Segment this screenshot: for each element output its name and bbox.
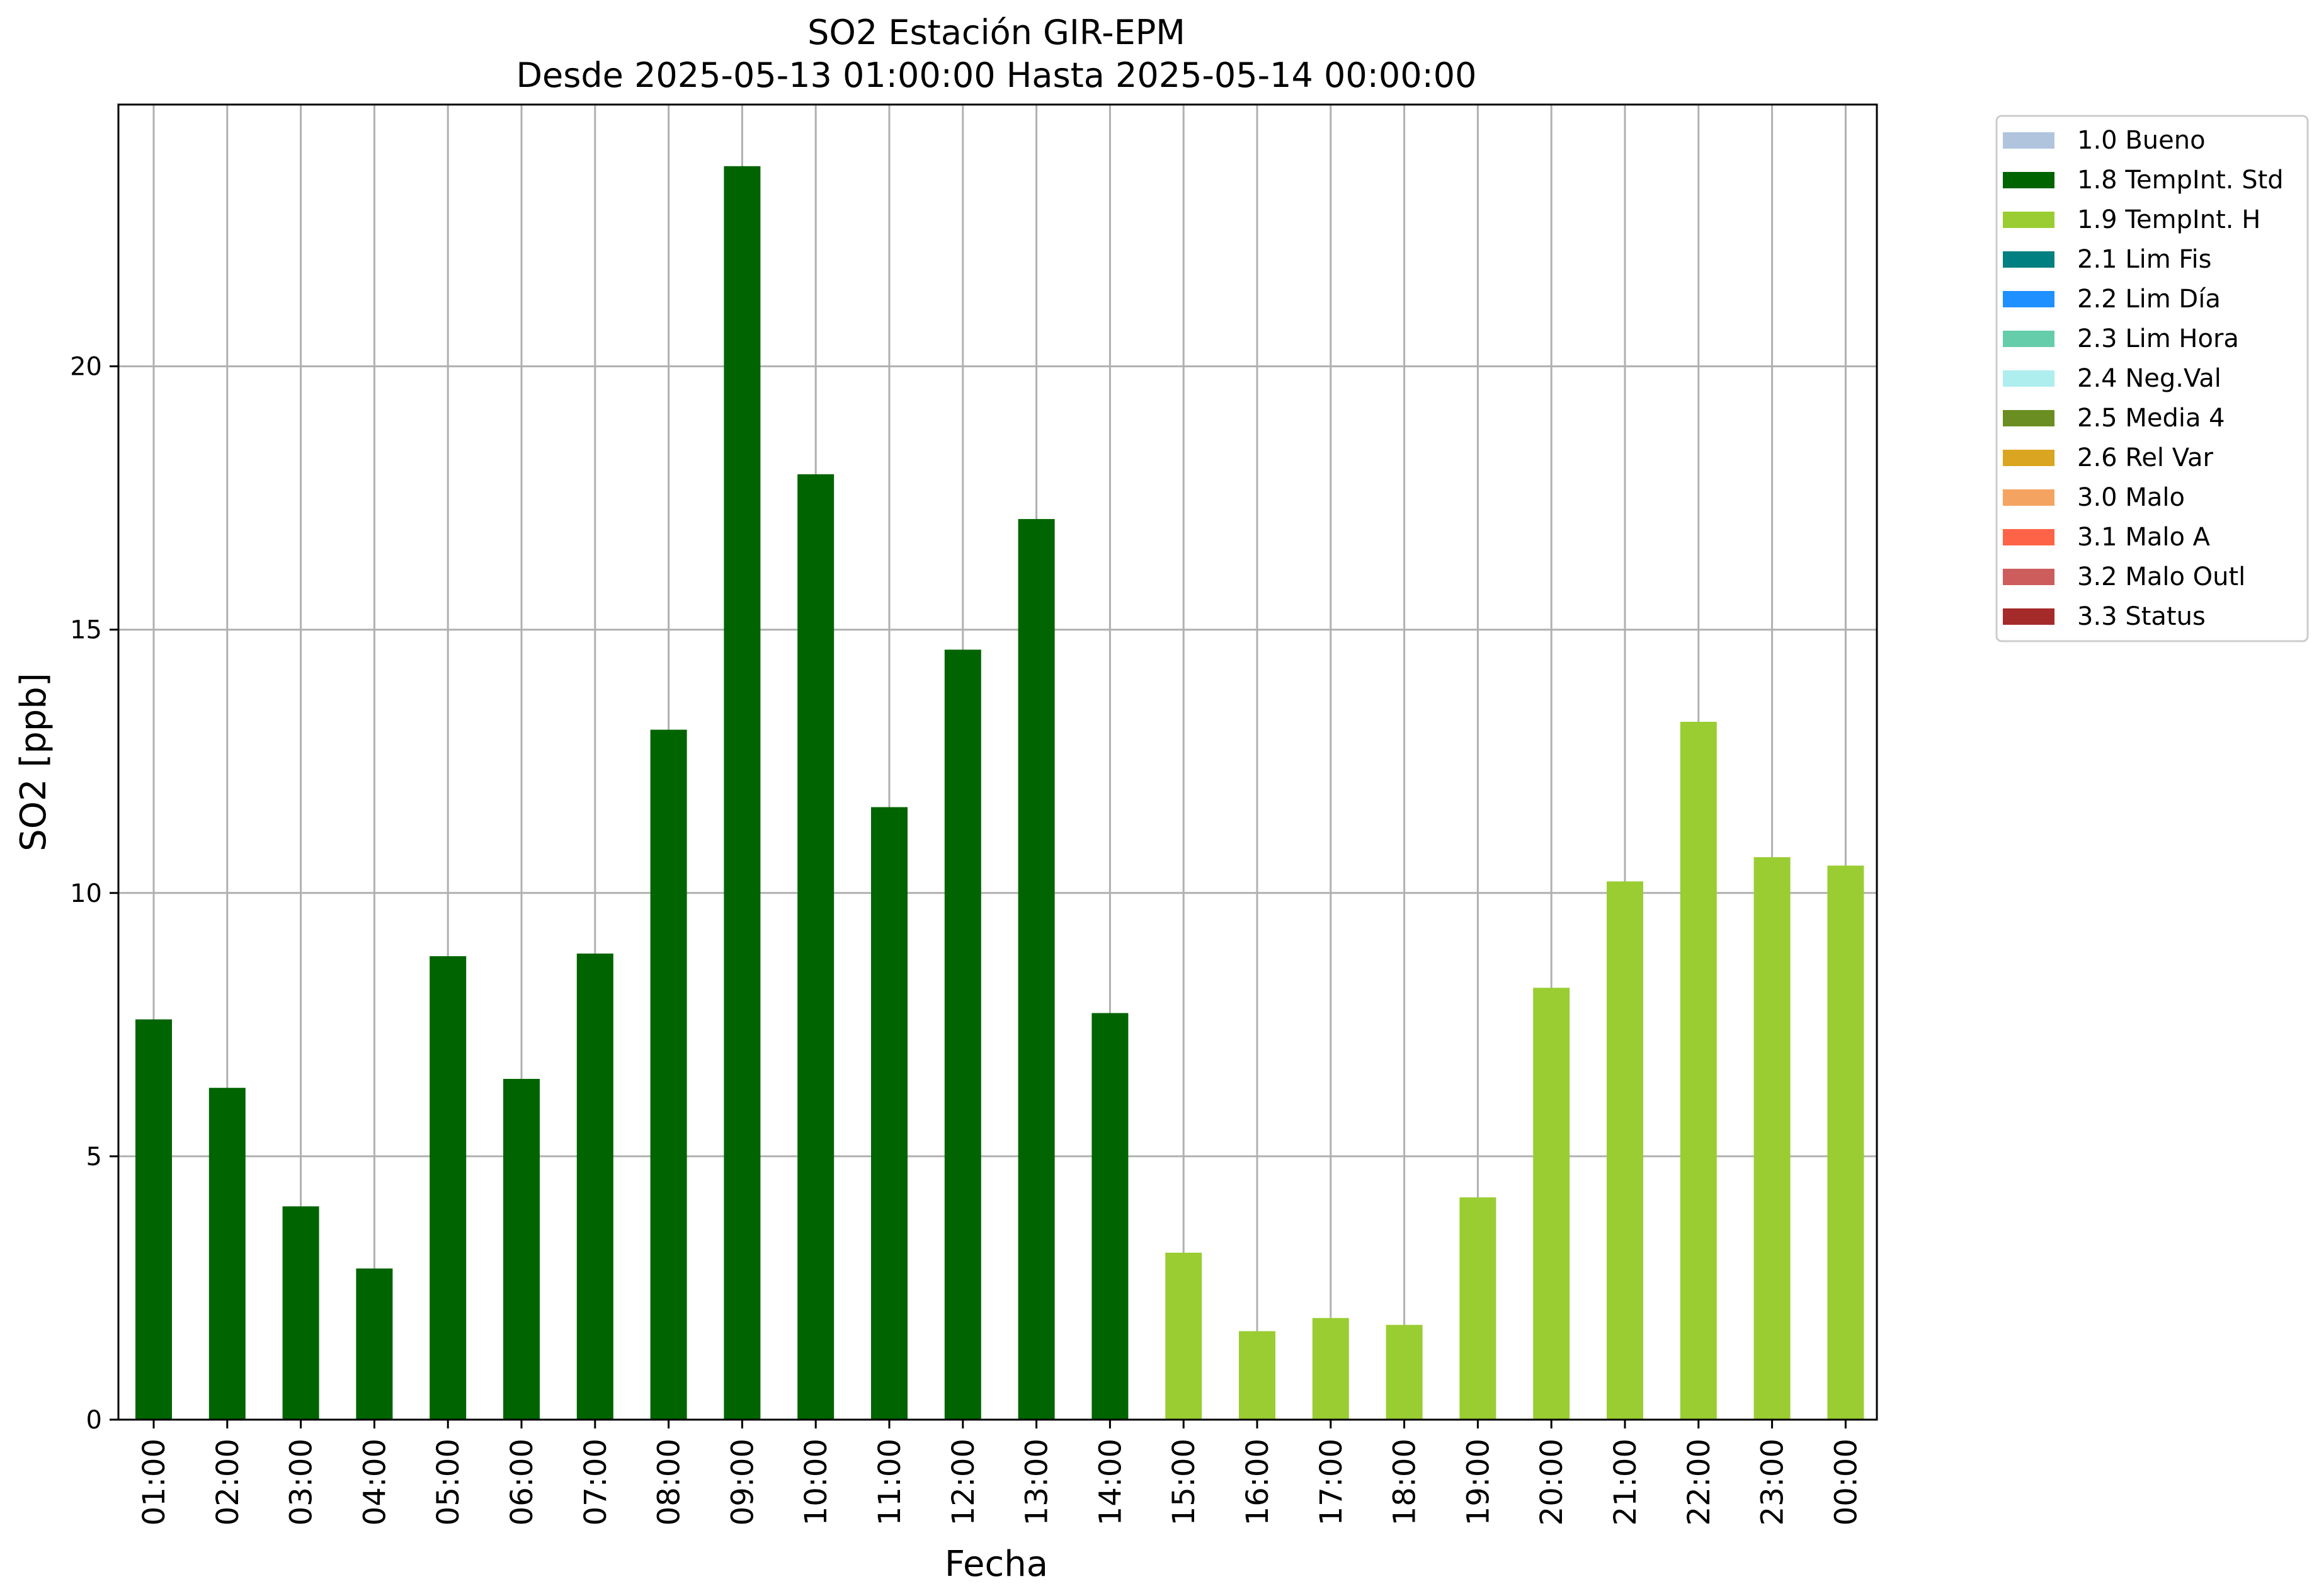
y-tick-label: 15	[70, 616, 102, 645]
y-axis-title: SO2 [ppb]	[13, 673, 54, 851]
x-tick-label: 03:00	[284, 1439, 319, 1525]
x-tick-label: 09:00	[725, 1439, 760, 1525]
bar-1700	[1312, 1318, 1349, 1420]
chart-subtitle: Desde 2025-05-13 01:00:00 Hasta 2025-05-…	[516, 55, 1476, 95]
legend-label: 2.1 Lim Fis	[2077, 245, 2211, 274]
bar-0600	[503, 1078, 540, 1420]
legend-label: 1.9 TempInt. H	[2077, 205, 2260, 234]
legend-label: 2.2 Lim Día	[2077, 285, 2221, 314]
legend-label: 3.3 Status	[2077, 602, 2206, 631]
x-tick-label: 17:00	[1314, 1439, 1349, 1525]
legend-swatch	[2003, 212, 2054, 228]
legend-swatch	[2003, 489, 2054, 506]
x-tick-label: 21:00	[1608, 1439, 1643, 1525]
x-axis-title: Fecha	[945, 1544, 1048, 1585]
bar-2100	[1607, 881, 1643, 1420]
legend-label: 3.1 Malo A	[2077, 523, 2211, 552]
legend-label: 2.3 Lim Hora	[2077, 324, 2239, 353]
bar-1500	[1165, 1252, 1202, 1420]
legend-swatch	[2003, 251, 2054, 268]
legend-swatch	[2003, 172, 2054, 188]
legend-label: 2.6 Rel Var	[2077, 443, 2214, 472]
bar-1100	[871, 807, 908, 1420]
bar-1300	[1018, 519, 1055, 1420]
bar-0000	[1827, 865, 1864, 1420]
x-tick-label: 05:00	[431, 1439, 466, 1525]
x-tick-label: 00:00	[1828, 1439, 1864, 1525]
x-tick-label: 15:00	[1166, 1439, 1202, 1525]
legend-label: 3.0 Malo	[2077, 483, 2185, 512]
x-tick-label: 23:00	[1755, 1439, 1791, 1525]
legend-swatch	[2003, 331, 2054, 347]
bar-1600	[1239, 1331, 1275, 1420]
bar-0900	[724, 166, 761, 1420]
x-tick-label: 01:00	[137, 1439, 172, 1525]
x-tick-label: 16:00	[1240, 1439, 1275, 1525]
y-tick-label: 10	[70, 879, 102, 908]
bar-1200	[944, 649, 981, 1420]
legend-swatch	[2003, 370, 2054, 387]
legend-swatch	[2003, 132, 2054, 149]
x-tick-label: 04:00	[357, 1439, 392, 1525]
bar-2000	[1533, 988, 1570, 1420]
legend-swatch	[2003, 529, 2054, 545]
legend-swatch	[2003, 569, 2054, 585]
y-tick-label: 5	[86, 1143, 102, 1171]
plot-frame	[117, 103, 1878, 1421]
bar-0300	[282, 1206, 319, 1420]
bar-0100	[135, 1019, 172, 1420]
legend-label: 2.4 Neg.Val	[2077, 364, 2221, 393]
bar-1400	[1091, 1013, 1129, 1420]
bar-0500	[430, 956, 467, 1420]
x-tick-label: 14:00	[1093, 1439, 1128, 1525]
legend: 1.0 Bueno 1.8 TempInt. Std 1.9 TempInt. H 2…	[1995, 115, 2309, 642]
legend-label: 2.5 Media 4	[2077, 404, 2225, 433]
x-tick-label: 07:00	[578, 1439, 613, 1525]
x-tick-label: 08:00	[652, 1439, 687, 1525]
bar-2300	[1753, 857, 1791, 1420]
x-tick-label: 11:00	[872, 1439, 908, 1525]
x-tick-label: 12:00	[946, 1439, 981, 1525]
x-tick-label: 13:00	[1020, 1439, 1055, 1525]
legend-swatch	[2003, 291, 2054, 307]
legend-box	[1995, 115, 2309, 642]
bar-0700	[576, 953, 613, 1420]
legend-items: 1.0 Bueno 1.8 TempInt. Std 1.9 TempInt. H 2…	[2003, 126, 2284, 631]
chart-title: SO2 Estación GIR-EPM	[807, 13, 1185, 52]
x-tick-label: 02:00	[210, 1439, 246, 1525]
x-tick-label: 22:00	[1682, 1439, 1717, 1525]
legend-swatch	[2003, 410, 2054, 426]
y-tick-label: 0	[86, 1406, 102, 1435]
bar-0400	[356, 1268, 393, 1420]
x-tick-label: 18:00	[1387, 1439, 1423, 1525]
bar-1900	[1459, 1197, 1496, 1420]
x-tick-label: 06:00	[504, 1439, 540, 1525]
bars	[135, 166, 1864, 1420]
x-tick-label: 20:00	[1534, 1439, 1570, 1525]
legend-label: 3.2 Malo Outl	[2077, 562, 2245, 591]
bar-0200	[208, 1088, 246, 1420]
bar-0800	[650, 729, 687, 1420]
bar-1800	[1386, 1325, 1423, 1420]
bar-2200	[1680, 722, 1717, 1420]
bar-1000	[797, 474, 835, 1420]
x-axis-ticks: 01:00 02:00 03:00 04:00 05:00 06:00 07:00 08:00…	[137, 1420, 1864, 1525]
y-axis-ticks: 0 5 10 15 20	[70, 353, 118, 1435]
y-tick-label: 20	[70, 353, 102, 382]
legend-label: 1.0 Bueno	[2077, 126, 2206, 155]
legend-swatch	[2003, 608, 2054, 625]
legend-label: 1.8 TempInt. Std	[2077, 166, 2284, 195]
x-tick-label: 10:00	[799, 1439, 834, 1525]
x-tick-label: 19:00	[1461, 1439, 1496, 1525]
legend-swatch	[2003, 450, 2054, 466]
